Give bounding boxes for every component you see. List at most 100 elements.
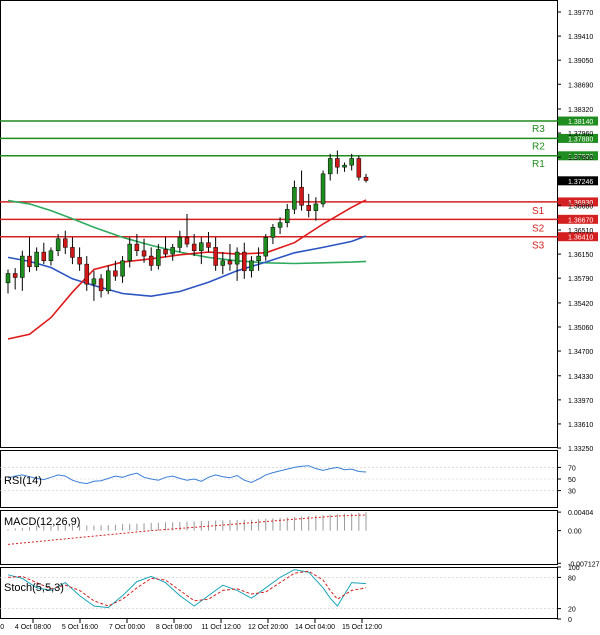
time-tick-label: 5 Oct 16:00 xyxy=(62,624,98,631)
candle-body xyxy=(306,205,311,211)
rsi-line xyxy=(7,465,367,485)
candle-body xyxy=(91,278,97,285)
candle-body xyxy=(5,273,11,284)
main-tick-label: 1.39050 xyxy=(568,58,593,65)
candle-body xyxy=(41,251,47,262)
time-tick-label: 7 Oct 00:00 xyxy=(109,624,145,631)
candle-body xyxy=(63,238,68,248)
time-tick-label: 11 Oct 12:00 xyxy=(201,624,241,631)
stoch-tick-label: 20 xyxy=(568,607,576,614)
level-label-r3: R3 xyxy=(532,124,545,135)
macd-frame xyxy=(0,510,558,565)
time-tick-label: 4 Oct 08:00 xyxy=(15,624,51,631)
stoch-d-line xyxy=(7,570,367,607)
candle-body xyxy=(148,255,154,266)
stoch-tick-label: 0 xyxy=(568,617,572,624)
level-price-r2: 1.37880 xyxy=(568,136,593,143)
main-tick-label: 1.39770 xyxy=(568,10,593,17)
rsi-tick-label: 50 xyxy=(568,477,576,484)
macd-tick-label: 0.00 xyxy=(568,529,582,536)
main-panel: R3 1.38140 R2 1.37880 R1 1.37620 S1 1.36930 S2 1.… xyxy=(0,0,598,453)
candle-body xyxy=(191,243,197,251)
stoch-tick-label: 100 xyxy=(568,565,580,572)
rsi-tick-label: 70 xyxy=(568,465,576,472)
stoch-frame xyxy=(0,567,558,619)
candle-body xyxy=(342,164,347,168)
candle-body xyxy=(84,263,90,285)
candle-body xyxy=(177,237,183,248)
time-tick-label: 15 Oct 12:00 xyxy=(342,624,382,631)
candle-body xyxy=(327,158,333,175)
time-tick-label: 14 Oct 04:00 xyxy=(295,624,335,631)
candle-body xyxy=(199,242,204,251)
candle-body xyxy=(105,270,111,292)
level-label-s3: S3 xyxy=(532,241,545,252)
candle-body xyxy=(134,243,140,251)
candle-body xyxy=(184,237,190,245)
macd-tick-label: 0.00404 xyxy=(568,510,593,517)
time-tick-label: 8 Oct 08:00 xyxy=(156,624,192,631)
level-label-r2: R2 xyxy=(532,141,545,152)
time-axis: 2 Oct 00:00 4 Oct 08:00 5 Oct 16:00 7 Oct 0… xyxy=(0,619,382,631)
candle-body xyxy=(249,260,254,272)
main-tick-label: 1.36880 xyxy=(568,203,593,210)
ma-green-line xyxy=(7,199,367,265)
level-price-box-s3 xyxy=(558,232,598,242)
level-price-s3: 1.36410 xyxy=(568,235,593,242)
main-tick-label: 1.34330 xyxy=(568,374,593,381)
rsi-tick-label: 30 xyxy=(568,489,576,496)
stoch-tick-label: 80 xyxy=(568,575,576,582)
candle-body xyxy=(12,273,18,278)
ma-red-line xyxy=(7,199,367,340)
current-price-box xyxy=(558,176,598,186)
stoch-label: Stoch(5,5,3) xyxy=(4,582,64,594)
candle-body xyxy=(292,186,297,210)
candle-body xyxy=(320,173,326,205)
main-tick-label: 1.34700 xyxy=(568,349,593,356)
candle-body xyxy=(206,242,211,248)
candle-body xyxy=(55,238,61,251)
main-tick-label: 1.39410 xyxy=(568,34,593,41)
candle-body xyxy=(70,247,75,258)
candle-body xyxy=(234,251,240,265)
candle-body xyxy=(98,278,104,292)
main-tick-label: 1.36510 xyxy=(568,228,593,235)
main-tick-label: 1.37960 xyxy=(568,131,593,138)
macd-tick-label: -0.007127 xyxy=(568,561,600,568)
candle-body xyxy=(335,158,340,168)
candle-body xyxy=(27,255,32,268)
level-price-s2: 1.36670 xyxy=(568,217,593,224)
time-tick-label: 2 Oct 00:00 xyxy=(0,624,4,631)
candle-body xyxy=(284,209,290,223)
level-label-r1: R1 xyxy=(532,159,545,170)
main-tick-label: 1.38320 xyxy=(568,107,593,114)
candle-body xyxy=(48,250,54,262)
candle-body xyxy=(277,222,283,228)
level-price-box-s2 xyxy=(558,214,598,224)
candle-body xyxy=(120,260,125,277)
main-tick-label: 1.36150 xyxy=(568,252,593,259)
candle-body xyxy=(213,247,218,266)
level-price-box-r3 xyxy=(558,116,598,126)
main-tick-label: 1.38690 xyxy=(568,82,593,89)
level-label-s2: S2 xyxy=(532,223,545,234)
level-price-r3: 1.38140 xyxy=(568,119,593,126)
candle-body xyxy=(363,176,369,181)
level-price-box-r1 xyxy=(558,151,598,161)
rsi-panel: 70 50 30 xyxy=(0,450,576,508)
main-tick-label: 1.37600 xyxy=(568,155,593,162)
candle-body xyxy=(270,227,276,238)
candle-body xyxy=(113,270,118,277)
candle-body xyxy=(127,243,132,262)
macd-label: MACD(12,26,9) xyxy=(4,516,80,528)
candle-body xyxy=(77,257,82,265)
main-tick-label: 1.33970 xyxy=(568,398,593,405)
candle-body xyxy=(34,251,39,268)
candle-body xyxy=(263,237,269,257)
level-price-box-r2 xyxy=(558,133,598,143)
time-tick-label: 12 Oct 20:00 xyxy=(248,624,288,631)
candle-body xyxy=(356,158,362,178)
candle-body xyxy=(170,247,175,255)
candle-body xyxy=(220,260,226,266)
